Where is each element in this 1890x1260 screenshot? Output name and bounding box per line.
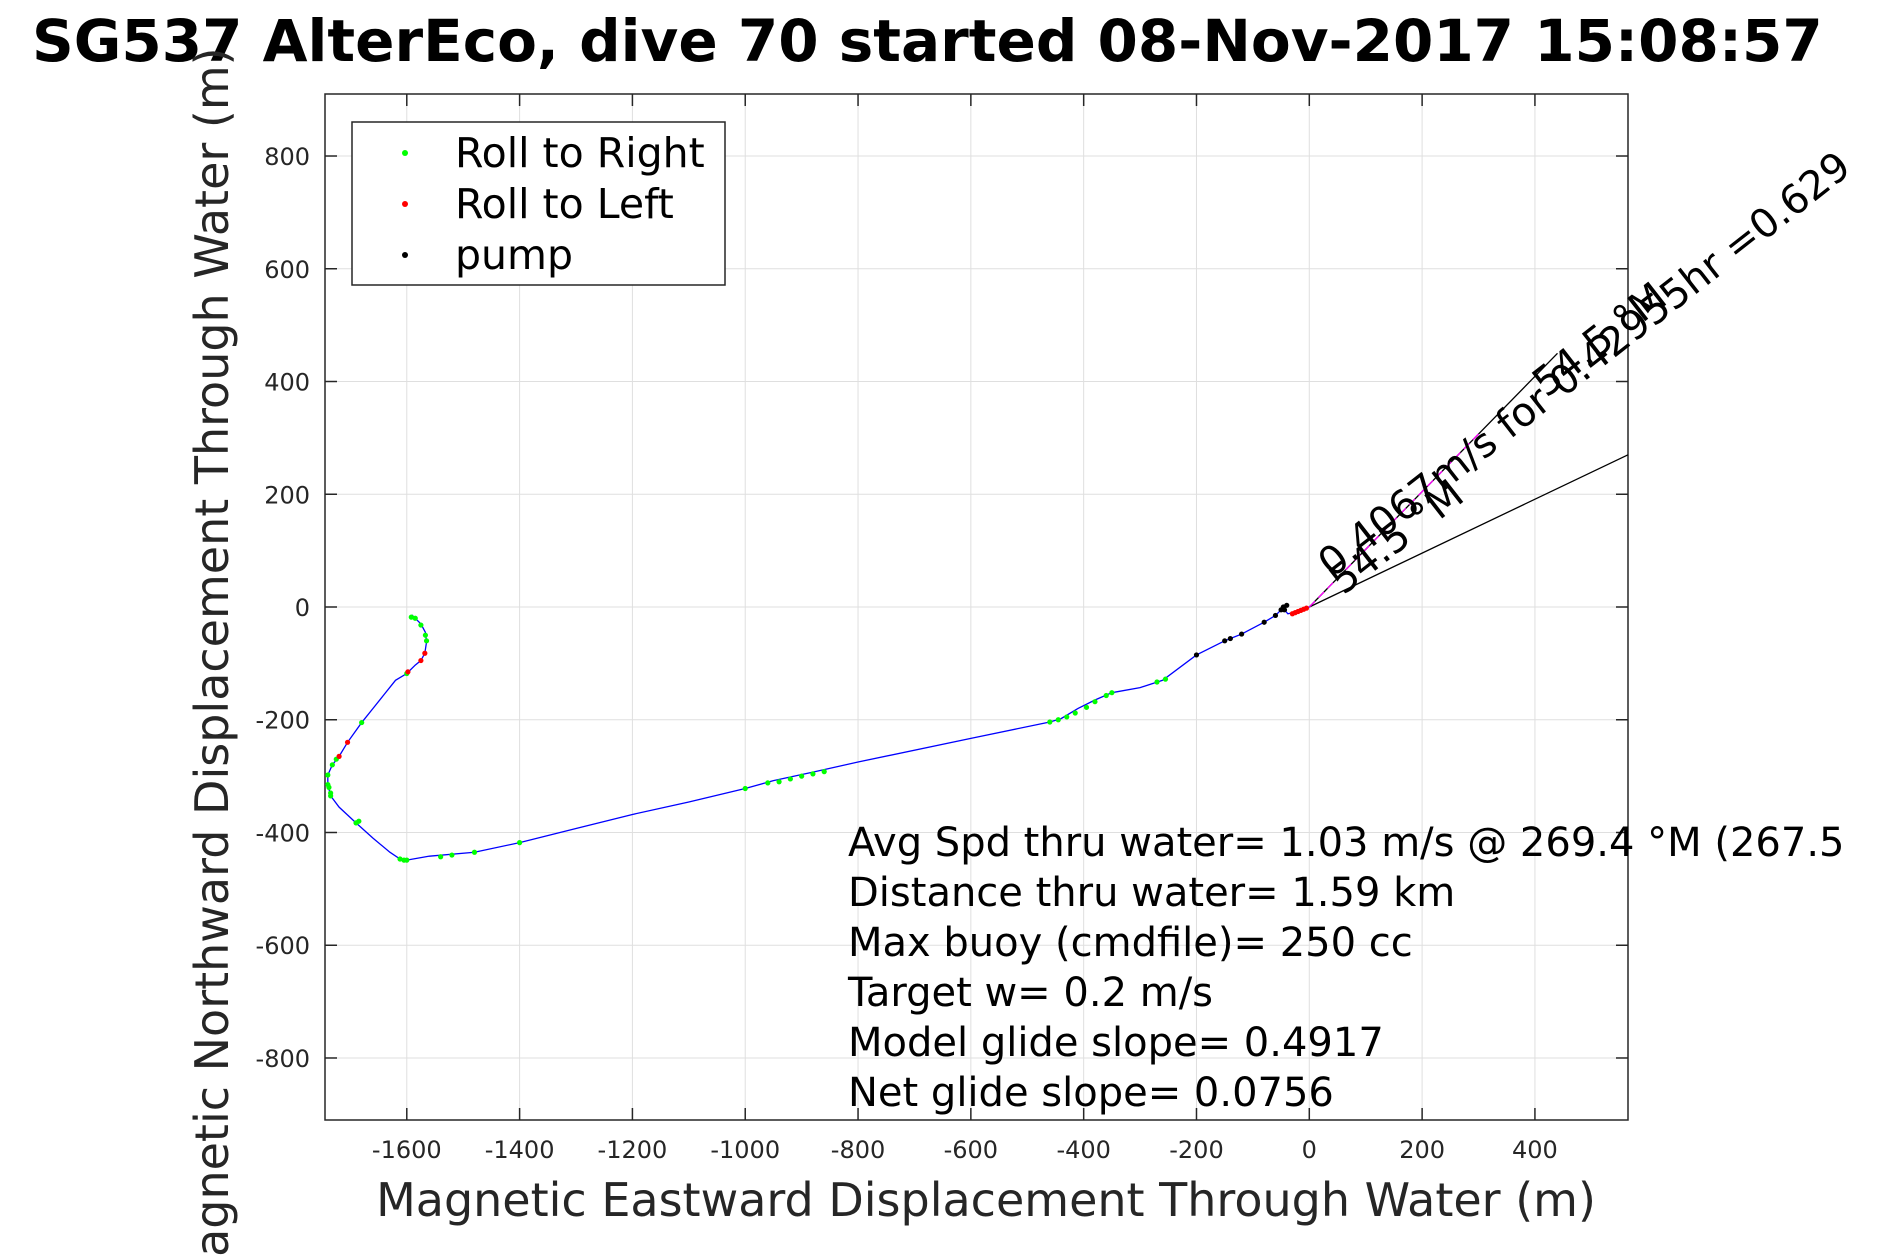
- legend: Roll to Right Roll to Left pump: [351, 121, 726, 286]
- roll-right-point: [438, 854, 444, 860]
- pump-point: [1193, 652, 1200, 658]
- y-tick-label: -800: [256, 1045, 310, 1073]
- stats-line: Target w= 0.2 m/s: [847, 970, 1213, 1016]
- roll-right-point: [799, 773, 805, 779]
- roll-right-point: [328, 790, 334, 796]
- pump-point: [1272, 612, 1279, 619]
- roll-right-point: [1072, 710, 1078, 716]
- x-tick-label: -1000: [710, 1136, 780, 1164]
- pump-point: [1278, 607, 1284, 613]
- roll-right-point: [397, 856, 403, 862]
- chart-title: SG537 AlterEco, dive 70 started 08-Nov-2…: [32, 7, 1823, 75]
- x-tick-label: 200: [1399, 1136, 1445, 1164]
- x-tick-label: 0: [1302, 1136, 1317, 1164]
- roll-right-point: [517, 840, 523, 846]
- y-tick-label: 800: [264, 143, 310, 171]
- x-axis-label: Magnetic Eastward Displacement Through W…: [376, 1173, 1596, 1227]
- pump-point: [1222, 638, 1228, 644]
- pump-point: [1261, 619, 1267, 625]
- stats-line: Distance thru water= 1.59 km: [848, 870, 1455, 916]
- x-tick-label: -1200: [598, 1136, 668, 1164]
- roll-right-point: [471, 849, 478, 855]
- roll-left-point: [336, 753, 342, 759]
- x-tick-label: -600: [944, 1136, 998, 1164]
- roll-right-point: [1047, 719, 1053, 725]
- roll-left-point: [344, 739, 351, 745]
- legend-marker-roll-right: [402, 150, 408, 156]
- roll-right-point: [1064, 714, 1070, 720]
- roll-right-point: [423, 638, 430, 644]
- roll-right-point: [325, 772, 331, 778]
- x-tick-label: -200: [1169, 1136, 1223, 1164]
- roll-right-point: [787, 776, 793, 782]
- roll-right-point: [1154, 679, 1160, 685]
- x-tick-label: -1600: [372, 1136, 442, 1164]
- roll-right-point: [821, 769, 827, 775]
- roll-right-point: [422, 632, 429, 638]
- roll-left-point: [418, 657, 424, 664]
- stats-line: Model glide slope= 0.4917: [848, 1020, 1384, 1066]
- legend-label-roll-left: Roll to Left: [455, 180, 674, 228]
- legend-label-roll-right: Roll to Right: [455, 129, 705, 177]
- tick-marks: [325, 94, 1628, 1120]
- y-tick-labels: 800 600 400 200 0 -200 -400 -600 -800: [256, 143, 310, 1073]
- roll-left-point: [1303, 605, 1310, 611]
- data-layer: [325, 352, 1629, 863]
- roll-right-point: [401, 857, 407, 863]
- roll-right-point: [1092, 699, 1098, 705]
- roll-right-point: [412, 615, 418, 621]
- stats-line: Net glide slope= 0.0756: [848, 1070, 1334, 1116]
- legend-box: [351, 121, 726, 286]
- y-tick-label: 200: [264, 481, 310, 509]
- heading-cone-line: [1309, 454, 1629, 608]
- projection-line: [1308, 430, 1482, 608]
- roll-right-point: [418, 622, 424, 628]
- y-tick-label: -400: [256, 819, 310, 847]
- x-tick-label: 400: [1512, 1136, 1558, 1164]
- y-tick-label: -200: [256, 707, 310, 735]
- roll-right-point: [408, 614, 414, 620]
- roll-right-point: [326, 784, 332, 790]
- y-tick-label: 400: [264, 369, 310, 397]
- roll-right-point: [1109, 690, 1115, 696]
- roll-right-point: [1162, 676, 1169, 682]
- roll-left-point: [422, 650, 428, 656]
- legend-marker-roll-left: [402, 201, 408, 207]
- roll-right-point: [776, 779, 782, 785]
- roll-right-point: [449, 852, 455, 858]
- roll-right-point: [1083, 704, 1090, 710]
- roll-right-point: [329, 762, 335, 768]
- roll-right-point: [356, 818, 362, 824]
- pump-point: [1239, 631, 1245, 637]
- legend-label-pump: pump: [455, 231, 573, 279]
- roll-left-point: [405, 669, 411, 675]
- stats-text-block: Avg Spd thru water= 1.03 m/s @ 269.4 °M …: [847, 820, 1844, 1116]
- y-tick-label: 0: [295, 594, 310, 622]
- x-tick-labels: -1600 -1400 -1200 -1000 -800 -600 -400 -200 0 200…: [372, 1136, 1558, 1164]
- roll-right-point: [742, 785, 748, 792]
- y-tick-label: 600: [264, 256, 310, 284]
- roll-right-point: [765, 780, 771, 786]
- roll-right-point: [359, 719, 365, 726]
- roll-right-point: [1103, 692, 1109, 699]
- y-axis-label: Magnetic Northward Displacement Through …: [185, 47, 239, 1260]
- x-tick-label: -1400: [485, 1136, 555, 1164]
- pump-point: [1227, 635, 1233, 642]
- stats-line: Avg Spd thru water= 1.03 m/s @ 269.4 °M …: [848, 820, 1844, 866]
- x-tick-label: -800: [831, 1136, 885, 1164]
- stats-line: Max buoy (cmdfile)= 250 cc: [848, 920, 1413, 966]
- roll-right-point: [810, 771, 816, 777]
- roll-right-point: [1055, 717, 1061, 723]
- y-tick-label: -600: [256, 932, 310, 960]
- legend-marker-pump: [402, 252, 408, 258]
- x-tick-label: -400: [1056, 1136, 1110, 1164]
